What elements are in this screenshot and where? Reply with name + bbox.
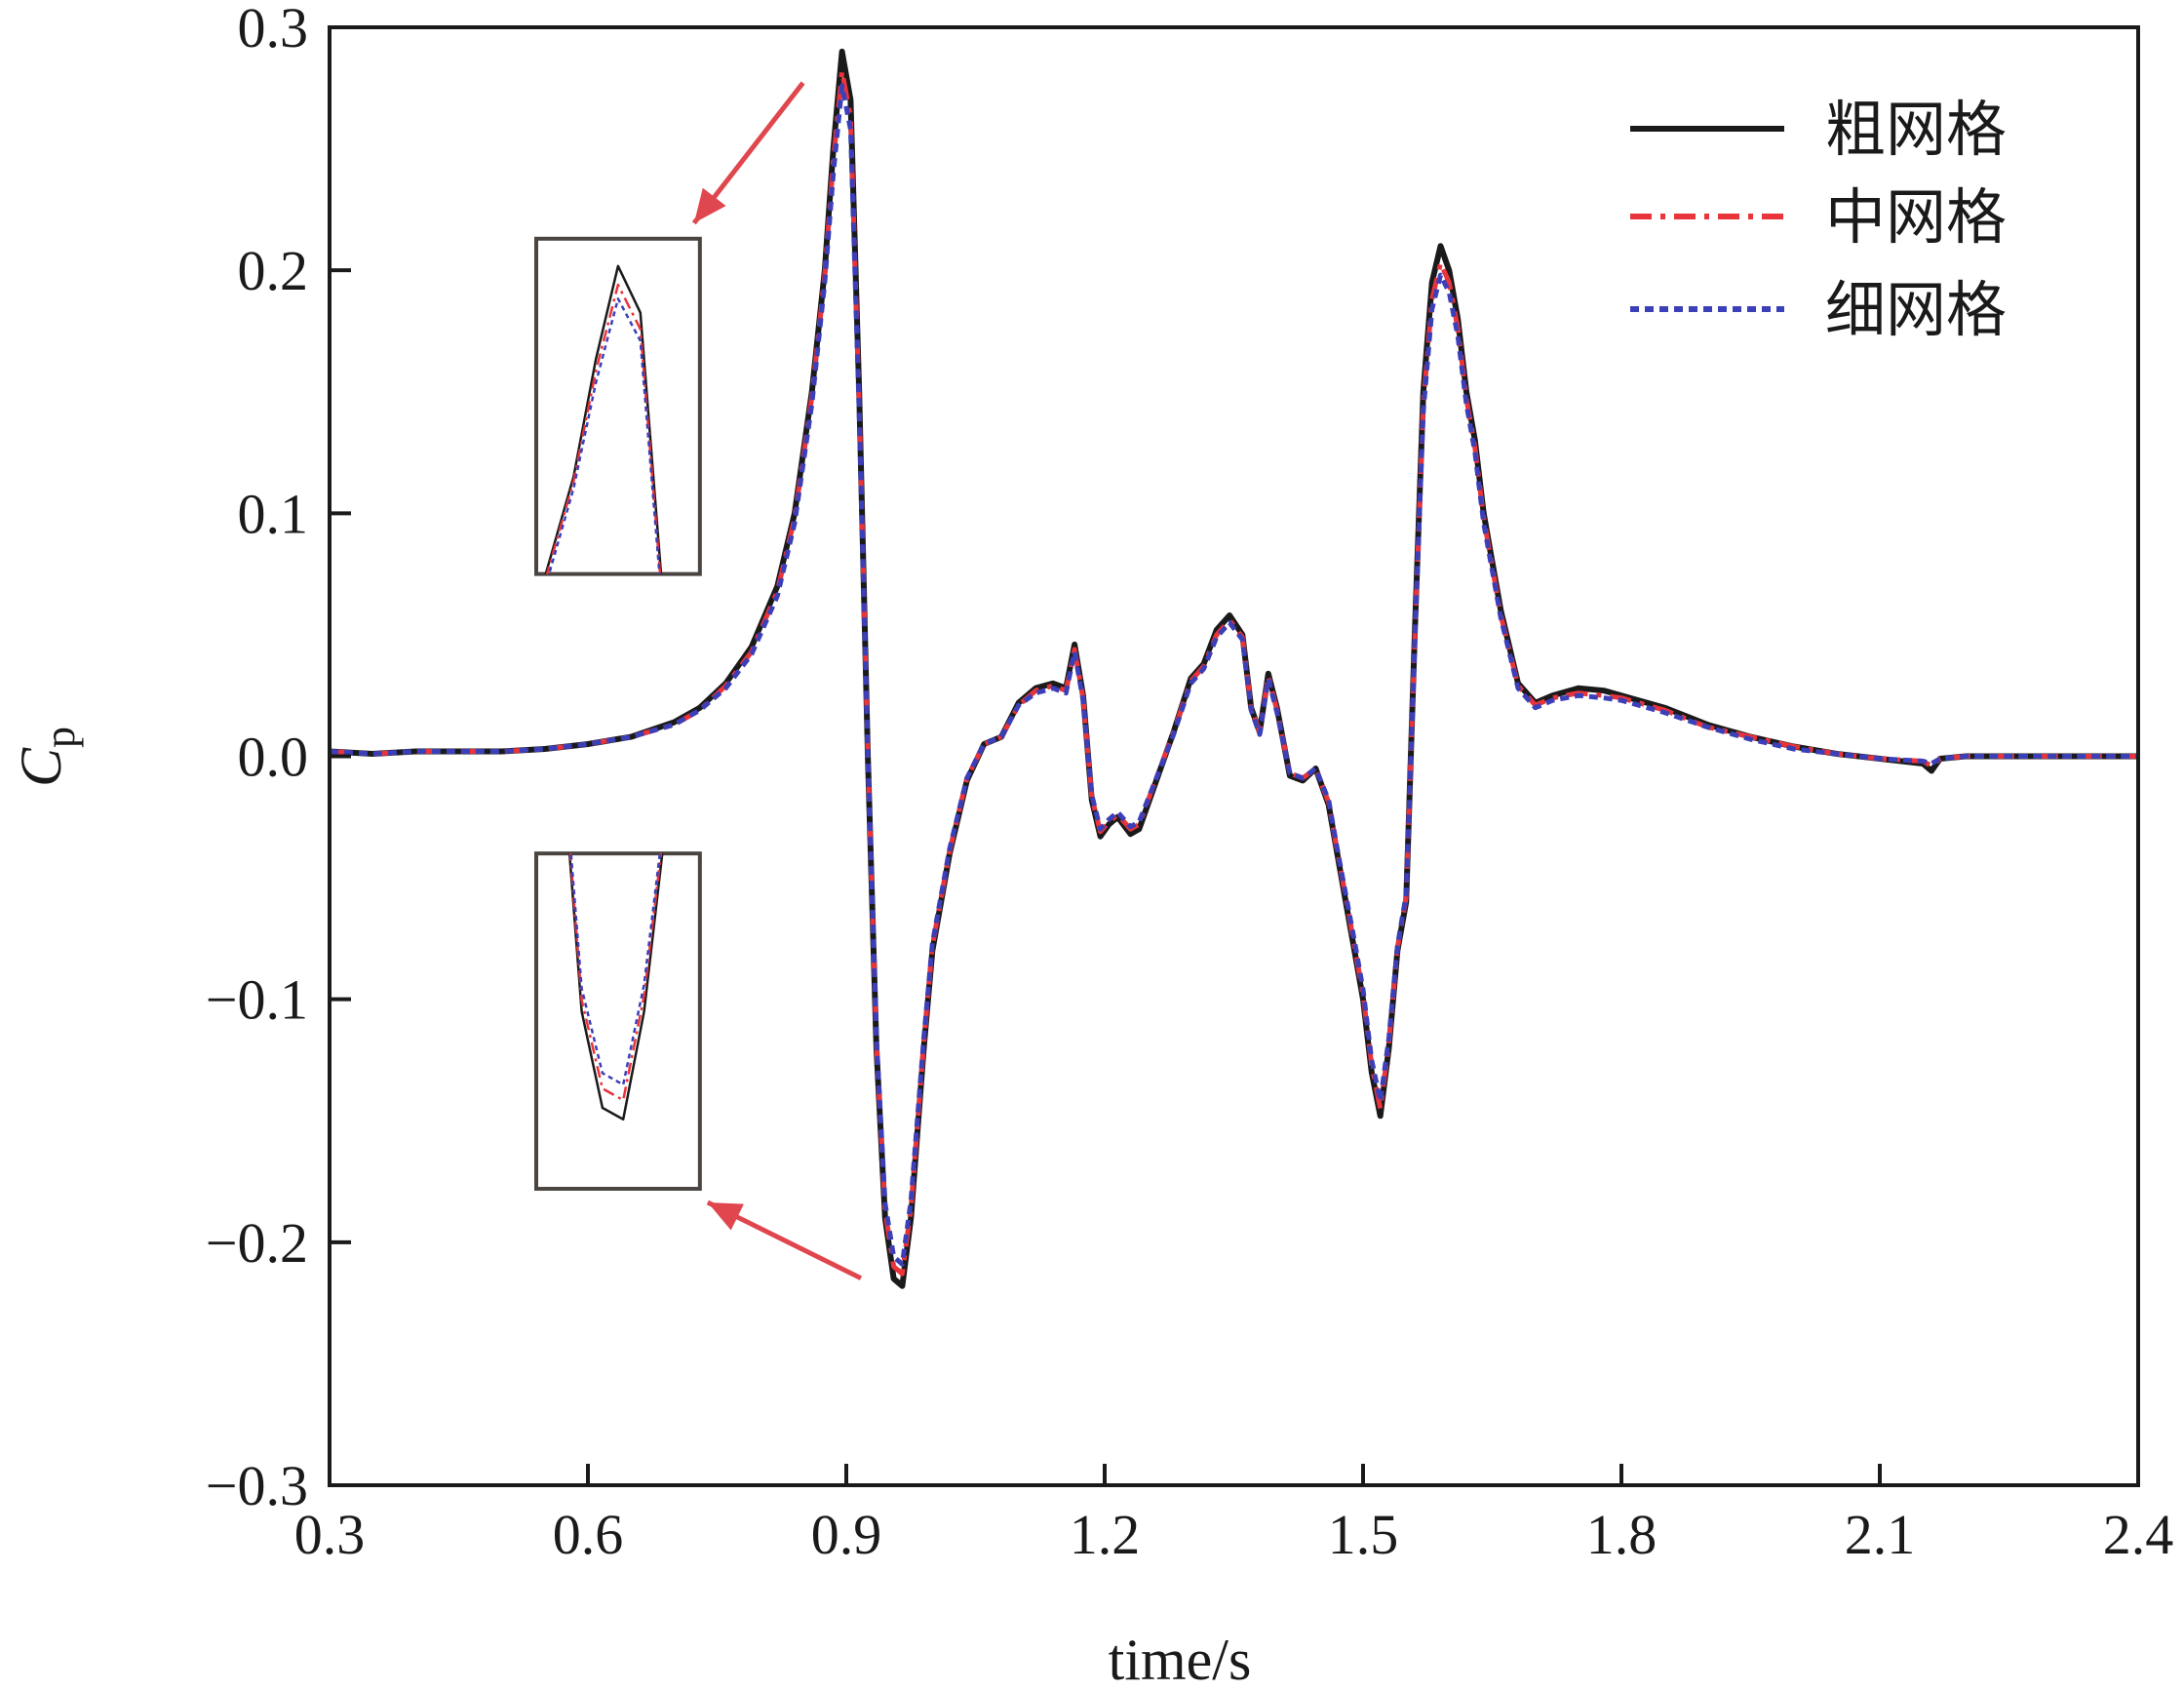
y-tick-label: 0.1 — [238, 482, 309, 545]
inset-trough-line-coarse — [567, 853, 664, 1121]
svg-text:Cp: Cp — [9, 727, 84, 787]
y-tick-label: 0.0 — [238, 726, 309, 789]
inset-peak-line-coarse — [544, 264, 663, 574]
y-tick-label: −0.3 — [206, 1454, 308, 1517]
legend: 粗网格 中网格 细网格 — [1630, 94, 2007, 345]
y-tick-label: −0.1 — [206, 968, 308, 1032]
plot-content — [329, 48, 2138, 1289]
x-tick-label: 1.5 — [1328, 1503, 1399, 1566]
inset-trough-line-fine — [569, 853, 662, 1086]
y-tick-label: 0.3 — [238, 0, 309, 59]
x-tick-label: 0.6 — [553, 1503, 624, 1566]
x-tick-label: 0.9 — [811, 1503, 882, 1566]
y-axis-title: Cp — [9, 727, 84, 787]
y-axis-title-main: C — [9, 747, 73, 787]
arrow-to-peak-inset — [691, 81, 805, 225]
axis-ticks — [328, 25, 2140, 1487]
legend-label-medium: 中网格 — [1825, 181, 2007, 253]
y-tick-label: −0.2 — [206, 1211, 308, 1275]
x-tick-label: 0.3 — [294, 1503, 366, 1566]
zoom-insets — [534, 81, 863, 1280]
x-tick-label: 2.1 — [1845, 1503, 1916, 1566]
x-tick-label: 2.4 — [2103, 1503, 2174, 1566]
tick-labels: 0.3 0.6 0.9 1.2 1.5 1.8 2.1 2.4 −0.3 −0.2 −0.1 0.0 0… — [206, 0, 2173, 1566]
inset-peak-frame — [534, 236, 702, 576]
x-tick-label: 1.8 — [1586, 1503, 1658, 1566]
inset-peak — [534, 236, 702, 576]
inset-trough — [534, 851, 702, 1192]
series-line-fine — [329, 83, 2138, 1267]
inset-trough-frame — [534, 851, 702, 1192]
y-tick-label: 0.2 — [238, 239, 309, 302]
legend-label-fine: 细网格 — [1825, 274, 2007, 345]
x-axis-title: time/s — [1109, 1628, 1252, 1691]
arrow-to-trough-inset — [706, 1199, 863, 1280]
legend-label-coarse: 粗网格 — [1825, 94, 2007, 165]
inset-peak-line-medium — [545, 283, 662, 574]
x-tick-label: 1.2 — [1070, 1503, 1141, 1566]
y-axis-title-sub: p — [36, 727, 84, 748]
